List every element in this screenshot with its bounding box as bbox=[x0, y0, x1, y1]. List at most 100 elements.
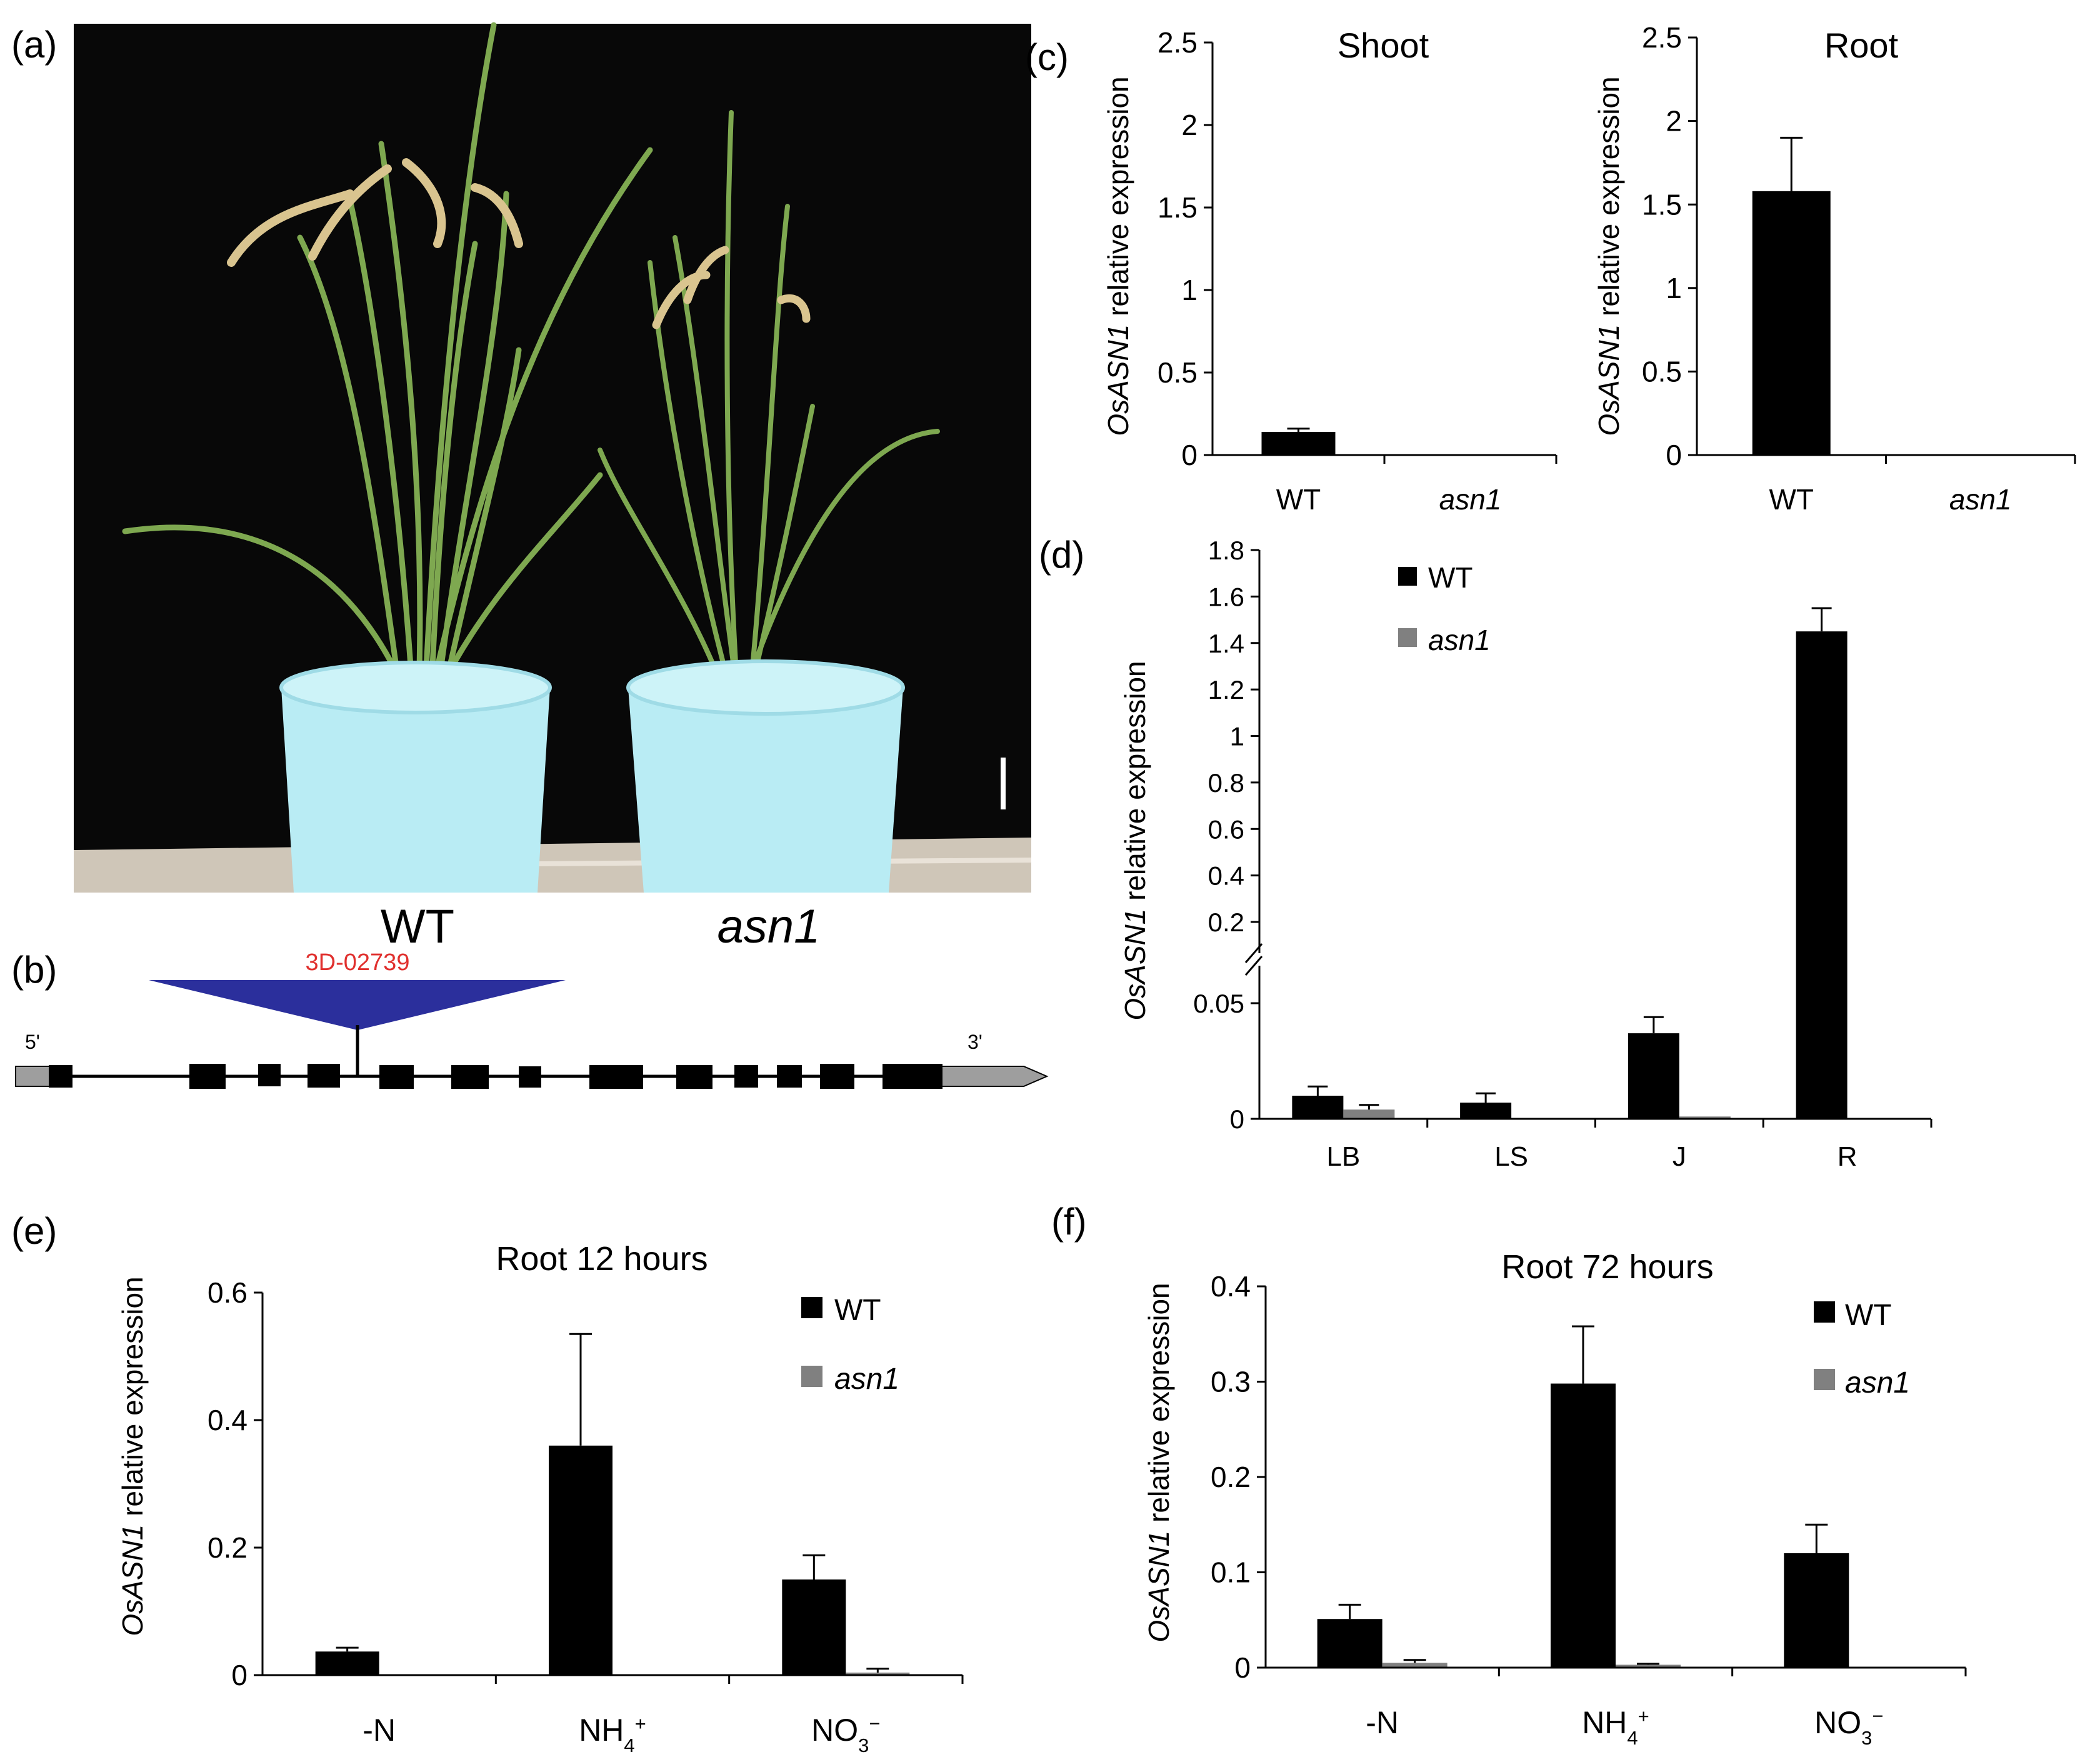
y-tick-label-2-5: 2.5 bbox=[1158, 26, 1198, 59]
y-axis-tick-labels: 0 0.5 1 1.5 2 2.5 bbox=[1158, 26, 1198, 471]
bars bbox=[1317, 1325, 1914, 1668]
exon bbox=[258, 1064, 281, 1086]
y-tick-label-0-6: 0.6 bbox=[208, 1276, 248, 1309]
t-dna-insertion bbox=[149, 980, 566, 1030]
x-axis-tick-labels: WT asn1 bbox=[1276, 483, 1502, 516]
y-tick-label-0: 0 bbox=[1234, 1651, 1251, 1684]
x-tick-label-no3: NO3− bbox=[1814, 1705, 1883, 1749]
legend-label-wt: WT bbox=[1845, 1299, 1892, 1332]
root-12h-expression-chart: Root 12 hours OsASN1 relative expression… bbox=[116, 1240, 964, 1756]
exon bbox=[379, 1065, 414, 1089]
legend-label-asn1: asn1 bbox=[1428, 624, 1491, 656]
legend-swatch-asn1 bbox=[1814, 1369, 1835, 1390]
y-tick-label-1: 1 bbox=[1666, 272, 1682, 304]
x-tick-label-nh4: NH4+ bbox=[579, 1713, 646, 1756]
wt-plant-leaves bbox=[122, 22, 653, 697]
axes bbox=[1244, 549, 1932, 1128]
y-tick-label-2: 2 bbox=[1181, 109, 1198, 141]
wt-panicles bbox=[227, 158, 523, 267]
panel-label-b: (b) bbox=[11, 949, 57, 991]
y-axis-tick-labels: 0 0.05 0.2 0.4 0.6 0.8 1 1.2 1.4 1.6 1.8 bbox=[1193, 536, 1244, 1134]
axes bbox=[1688, 36, 2076, 464]
five-prime-utr bbox=[15, 1066, 51, 1087]
gene-model: 3D-02739 5' 3' bbox=[15, 949, 1049, 1089]
y-tick-label-0-3: 0.3 bbox=[1211, 1366, 1251, 1398]
bar-asn1-lb bbox=[1343, 1109, 1395, 1119]
y-tick-label-0: 0 bbox=[1181, 439, 1198, 471]
x-tick-label-lb: LB bbox=[1326, 1141, 1360, 1172]
three-prime-label: 3' bbox=[968, 1031, 982, 1053]
bars bbox=[315, 1333, 910, 1676]
bar-wt-lb bbox=[1292, 1096, 1344, 1119]
legend-swatch-asn1 bbox=[1398, 628, 1417, 647]
legend-swatch-wt bbox=[801, 1297, 822, 1318]
bar-wt-no3 bbox=[1784, 1553, 1849, 1668]
y-axis-label: OsASN1 relative expression bbox=[116, 1276, 149, 1636]
panel-label-c: (c) bbox=[1025, 36, 1069, 78]
y-axis-label: OsASN1 relative expression bbox=[1119, 661, 1151, 1020]
exon bbox=[589, 1065, 643, 1089]
y-tick-label-1-8: 1.8 bbox=[1208, 536, 1244, 565]
x-axis-tick-labels: WT asn1 bbox=[1769, 483, 2011, 516]
y-tick-label-1: 1 bbox=[1181, 274, 1198, 306]
bar-wt-r bbox=[1796, 631, 1848, 1119]
bar-asn1-nh4 bbox=[1616, 1664, 1681, 1668]
bar-asn1-n bbox=[1382, 1663, 1448, 1668]
legend-label-asn1: asn1 bbox=[834, 1363, 899, 1396]
bars bbox=[1261, 428, 1508, 456]
panel-label-f: (f) bbox=[1051, 1201, 1087, 1243]
legend-label-wt: WT bbox=[1428, 561, 1473, 594]
x-axis-tick-labels: -N NH4+ NO3− bbox=[1366, 1705, 1883, 1749]
y-tick-label-1-4: 1.4 bbox=[1208, 629, 1244, 658]
x-tick-label-n: -N bbox=[1366, 1705, 1399, 1740]
y-axis-tick-labels: 0 0.5 1 1.5 2 2.5 bbox=[1642, 21, 1682, 471]
y-axis-label: OsASN1 relative expression bbox=[1142, 1283, 1175, 1642]
y-tick-label-1-6: 1.6 bbox=[1208, 582, 1244, 611]
axis-break-mark bbox=[1244, 943, 1263, 963]
y-tick-label-0-8: 0.8 bbox=[1208, 768, 1244, 798]
exon bbox=[820, 1064, 854, 1089]
axis-break-mark bbox=[1244, 956, 1263, 976]
exon bbox=[451, 1065, 489, 1089]
bar-wt-nh4 bbox=[549, 1445, 612, 1675]
root-expression-chart: Root OsASN1 relative expression 0 0.5 1 1.5… bbox=[1592, 21, 2076, 516]
bar-wt-n bbox=[315, 1651, 379, 1675]
asn1-photo-label: asn1 bbox=[718, 900, 821, 953]
y-tick-label-1-2: 1.2 bbox=[1208, 675, 1244, 704]
bar-asn1-no3 bbox=[846, 1672, 910, 1675]
x-tick-label-wt: WT bbox=[1769, 483, 1814, 516]
tissue-expression-chart: OsASN1 relative expression 0 0.05 0.2 0.4 0.… bbox=[1119, 536, 1932, 1172]
y-tick-label-0-2: 0.2 bbox=[1208, 908, 1244, 937]
y-tick-label-0-2: 0.2 bbox=[1211, 1461, 1251, 1493]
y-tick-label-0-4: 0.4 bbox=[1208, 861, 1244, 891]
bar-wt-no3 bbox=[782, 1579, 846, 1675]
chart-title: Shoot bbox=[1338, 26, 1429, 65]
bar-wt bbox=[1752, 191, 1831, 455]
x-axis-tick-labels: LB LS J R bbox=[1326, 1141, 1857, 1172]
x-tick-label-wt: WT bbox=[1276, 483, 1321, 516]
legend: WT asn1 bbox=[1814, 1299, 1910, 1399]
root-72h-expression-chart: Root 72 hours OsASN1 relative expression… bbox=[1142, 1248, 1967, 1749]
y-tick-label-0-2: 0.2 bbox=[208, 1531, 248, 1564]
panel-label-a: (a) bbox=[11, 24, 57, 66]
y-axis-label: OsASN1 relative expression bbox=[1592, 76, 1625, 436]
y-tick-label-0-5: 0.5 bbox=[1642, 356, 1682, 388]
y-tick-label-0-05: 0.05 bbox=[1193, 989, 1244, 1018]
wt-bucket bbox=[279, 661, 552, 893]
axes bbox=[254, 1291, 964, 1684]
y-tick-label-1-5: 1.5 bbox=[1158, 191, 1198, 224]
bar-wt-nh4 bbox=[1551, 1383, 1616, 1668]
y-tick-label-2: 2 bbox=[1666, 105, 1682, 138]
x-tick-label-asn1: asn1 bbox=[1949, 483, 2012, 516]
exon bbox=[519, 1066, 541, 1088]
asn1-bucket bbox=[626, 659, 905, 893]
bar-asn1-j bbox=[1679, 1116, 1731, 1119]
y-tick-label-0-1: 0.1 bbox=[1211, 1556, 1251, 1589]
y-tick-label-1-5: 1.5 bbox=[1642, 188, 1682, 221]
legend-swatch-asn1 bbox=[801, 1366, 822, 1387]
y-axis-tick-labels: 0 0.1 0.2 0.3 0.4 bbox=[1211, 1270, 1251, 1684]
bar-wt bbox=[1261, 432, 1336, 455]
bars bbox=[1292, 607, 1899, 1119]
five-prime-label: 5' bbox=[25, 1031, 40, 1053]
y-tick-label-2-5: 2.5 bbox=[1642, 21, 1682, 54]
